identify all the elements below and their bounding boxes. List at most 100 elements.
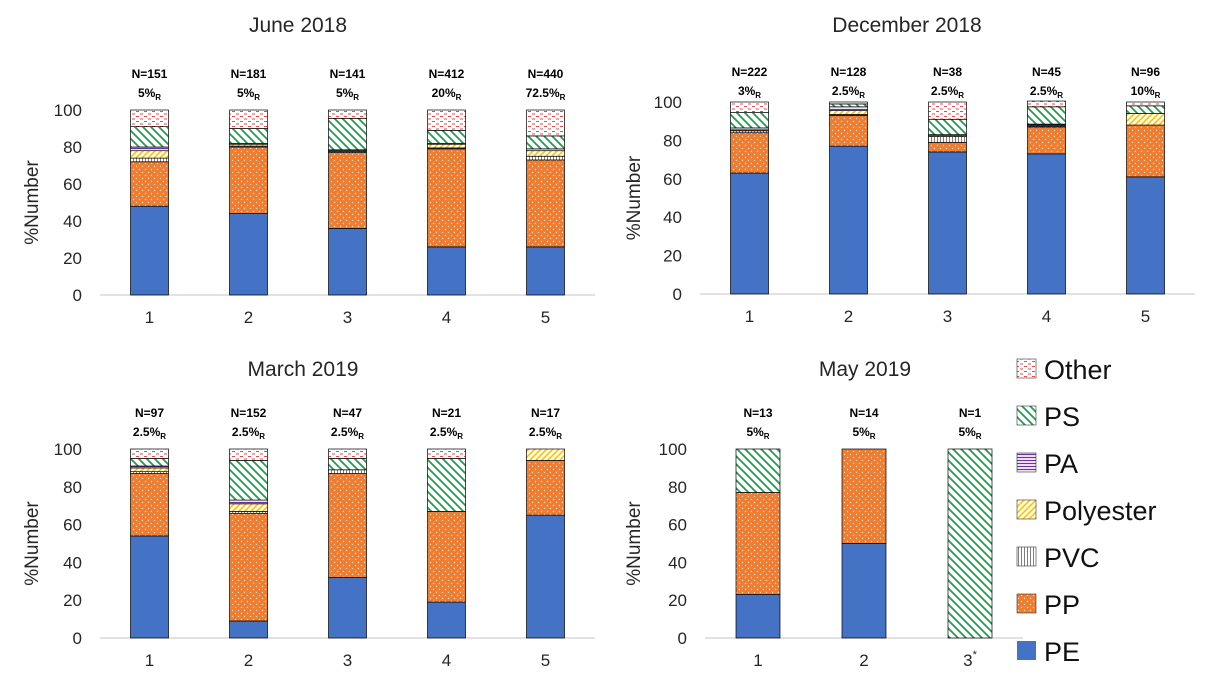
legend-item-pa: PA	[1016, 449, 1078, 479]
bar-stack-3	[928, 101, 967, 295]
legend-swatch-ps	[1016, 405, 1037, 426]
bar-ps	[328, 117, 367, 151]
n-count-label: N=38	[933, 65, 962, 79]
n-count-label: N=14	[849, 406, 878, 420]
bar-stack-2	[229, 109, 268, 296]
y-tick-label: 20	[63, 591, 82, 610]
legend-label-pp: PP	[1044, 590, 1080, 620]
y-tick-label: 100	[54, 440, 82, 459]
bar-stack-2	[829, 101, 868, 295]
n-count-label: N=47	[333, 406, 362, 420]
y-axis-label: %Number	[22, 501, 43, 586]
bar-other	[730, 101, 769, 113]
n-count-label: N=141	[330, 67, 366, 81]
bar-pvc	[928, 136, 967, 143]
bar-stack-3	[947, 448, 993, 639]
bar-stack-4	[427, 109, 466, 296]
bar-other	[829, 101, 868, 105]
bar-other	[928, 101, 967, 120]
y-tick-label: 40	[63, 553, 82, 572]
percent-label: 20%R	[432, 86, 462, 102]
y-tick-label: 100	[54, 101, 82, 120]
bar-other	[130, 448, 169, 459]
bar-stack-3	[328, 448, 367, 639]
x-tick-label: 4	[442, 651, 451, 670]
bar-stack-1	[730, 101, 769, 295]
percent-label: 5%R	[336, 86, 359, 102]
bar-stack-1	[130, 109, 169, 296]
x-tick-label: 5	[541, 651, 550, 670]
bar-other	[229, 109, 268, 129]
percent-label: 10%R	[1131, 84, 1161, 100]
y-tick-label: 20	[663, 247, 682, 266]
bar-pe	[229, 213, 268, 296]
bar-ps	[130, 458, 169, 467]
legend-swatch-pe	[1017, 641, 1036, 660]
x-tick-label: 3	[343, 308, 352, 327]
bar-pp	[427, 148, 466, 248]
bar-pp	[735, 492, 781, 595]
bar-pe	[427, 246, 466, 296]
bar-ps	[947, 448, 993, 639]
bar-pp	[130, 473, 169, 537]
bar-pe	[427, 601, 466, 639]
bar-polyester	[427, 143, 466, 149]
legend-item-pe: PE	[1017, 637, 1080, 667]
bar-other	[328, 448, 367, 459]
x-tick-label: 1	[753, 651, 762, 670]
bar-ps	[928, 118, 967, 135]
bar-pp	[730, 132, 769, 174]
legend-label-pe: PE	[1044, 637, 1080, 667]
bar-polyester	[1126, 113, 1165, 126]
percent-label: 2.5%R	[931, 84, 964, 100]
y-tick-label: 80	[668, 478, 687, 497]
bar-pe	[1126, 176, 1165, 295]
legend-swatch-other	[1016, 358, 1037, 379]
legend-swatch-pvc	[1016, 546, 1037, 567]
bar-pe	[526, 246, 565, 296]
n-count-label: N=96	[1131, 65, 1160, 79]
bar-polyester	[829, 110, 868, 115]
n-count-label: N=1	[959, 406, 982, 420]
bar-pe	[730, 172, 769, 295]
chart-title: June 2018	[249, 14, 347, 37]
bar-pvc	[328, 469, 367, 474]
bar-pp	[526, 459, 565, 516]
percent-label: 2.5%R	[331, 425, 364, 441]
x-tick-label: 4	[1042, 307, 1051, 326]
y-tick-label: 60	[668, 516, 687, 535]
bar-ps	[130, 126, 169, 148]
legend-swatch-pp	[1016, 593, 1037, 614]
bar-polyester	[526, 150, 565, 157]
percent-label: 2.5%R	[133, 425, 166, 441]
bar-pvc	[526, 155, 565, 161]
bar-pp	[841, 448, 887, 544]
bar-pe	[1027, 153, 1066, 295]
y-tick-label: 80	[63, 478, 82, 497]
percent-label: 2.5%R	[232, 425, 265, 441]
y-tick-label: 20	[63, 249, 82, 268]
bar-pe	[735, 594, 781, 639]
x-tick-label: 1	[145, 308, 154, 327]
chart-december-2018: December 2018 %Number 0 20 40 60 80 100 1 N=222 3%…	[624, 14, 1195, 326]
bar-stack-5	[526, 448, 565, 639]
bar-polyester	[130, 150, 169, 159]
y-tick-label: 60	[663, 170, 682, 189]
percent-label: 3%R	[738, 84, 761, 100]
bar-pa	[829, 106, 868, 111]
bar-pp	[1126, 124, 1165, 178]
percent-label: 5%R	[852, 425, 875, 441]
bar-ps	[427, 130, 466, 144]
bar-stack-3	[328, 109, 367, 296]
bar-ps	[730, 112, 769, 129]
bar-other	[1027, 100, 1066, 108]
bar-pe	[229, 620, 268, 639]
bar-stack-2	[229, 448, 268, 639]
bar-pe	[130, 535, 169, 639]
bar-pe	[841, 543, 887, 639]
x-tick-label: 2	[844, 307, 853, 326]
n-count-label: N=97	[135, 406, 164, 420]
percent-label: 5%R	[138, 86, 161, 102]
bar-pp	[526, 159, 565, 248]
